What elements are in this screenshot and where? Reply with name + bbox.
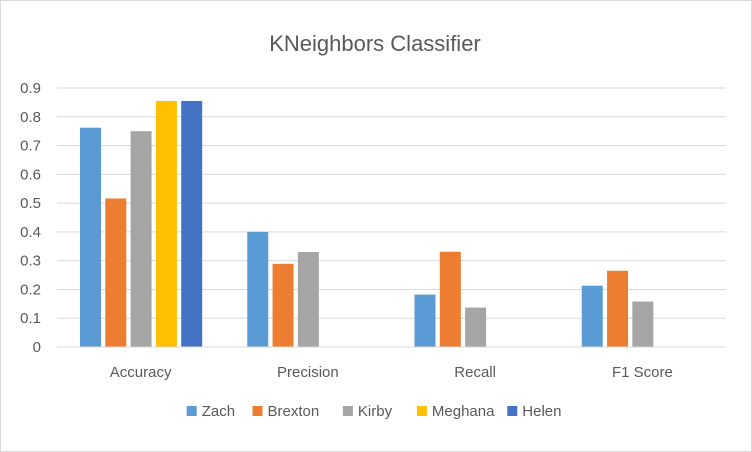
bar-brexton-accuracy [105,198,127,347]
bar-zach-recall [414,294,436,347]
bar-helen-accuracy [181,100,203,347]
legend-label-helen: Helen [522,403,561,420]
legend-swatch-brexton [252,406,263,416]
bar-brexton-recall [439,251,461,347]
legend-swatch-meghana [416,406,427,416]
bar-zach-accuracy [80,127,101,347]
bar-zach-precision [247,231,269,347]
x-category-label: Recall [454,364,496,381]
x-category-label: F1 Score [612,364,673,381]
legend-label-kirby: Kirby [358,403,393,420]
legend-swatch-kirby [342,406,353,416]
bar-zach-f1-score [581,285,603,347]
y-tick-label: 0.4 [20,224,41,241]
bars [80,100,654,347]
y-tick-label: 0.1 [20,310,41,327]
legend-label-zach: Zach [202,403,235,420]
y-tick-label: 0.3 [20,253,41,270]
bar-kirby-recall [465,307,487,347]
x-axis: Accuracy Precision Recall F1 Score [57,346,726,381]
y-tick-label: 0 [33,339,41,356]
y-tick-label: 0.9 [20,80,41,97]
legend-label-brexton: Brexton [268,403,320,420]
bar-kirby-accuracy [130,131,152,347]
bar-brexton-f1-score [607,270,629,347]
y-tick-label: 0.7 [20,138,41,155]
chart-title: KNeighbors Classifier [269,31,481,56]
legend-label-meghana: Meghana [432,403,495,420]
legend-swatch-helen [507,406,518,416]
y-tick-label: 0.2 [20,281,41,298]
x-category-label: Precision [277,364,339,381]
legend: Zach Brexton Kirby Meghana Helen [186,403,562,420]
legend-swatch-zach [186,406,197,416]
y-tick-label: 0.6 [20,166,41,183]
y-axis-ticks: 0 0.1 0.2 0.3 0.4 0.5 0.6 0.7 0.8 0.9 [20,80,41,356]
x-category-label: Accuracy [110,364,172,381]
y-tick-label: 0.8 [20,109,41,126]
bar-kirby-f1-score [632,301,654,347]
y-tick-label: 0.5 [20,195,41,212]
bar-meghana-accuracy [155,100,177,347]
bar-kirby-precision [297,252,319,347]
bar-brexton-precision [272,263,294,347]
